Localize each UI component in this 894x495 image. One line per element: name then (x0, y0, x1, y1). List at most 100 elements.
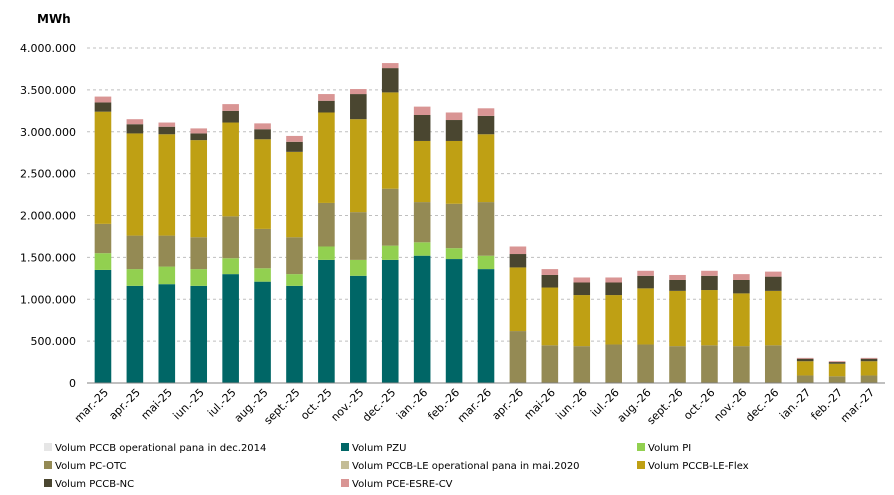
bar-segment (669, 346, 686, 383)
bar-segment (413, 255, 431, 383)
legend: Volum PCCB operational pana in dec.2014 V… (44, 443, 749, 490)
bar-segment (158, 235, 176, 267)
bar-segment (318, 202, 335, 247)
bar-segment (381, 63, 399, 69)
bar-segment (286, 151, 303, 238)
y-tick-label: 3.000.000 (20, 126, 76, 139)
bar-segment (350, 94, 367, 120)
x-tick-label: ian.-27 (777, 386, 813, 422)
bar-segment (222, 104, 239, 111)
bar-segment (190, 237, 208, 270)
bar-segment (381, 259, 399, 383)
x-tick-label: nov.-25 (328, 386, 366, 424)
x-tick-label: iun.-25 (170, 386, 206, 422)
bar-segment (860, 357, 878, 359)
bar-segment (190, 285, 208, 383)
bar-segment (445, 120, 463, 141)
bars-group (94, 63, 878, 383)
bar-segment (94, 223, 112, 254)
bar-segment (126, 269, 144, 286)
bar-segment (733, 346, 750, 383)
legend-label: Volum PCCB-NC (55, 479, 134, 490)
y-axis-unit-label: MWh (37, 12, 71, 26)
bar-segment (669, 274, 686, 280)
bar-segment (126, 119, 144, 125)
bar-segment (286, 274, 303, 286)
legend-swatch (341, 461, 349, 469)
x-tick-label: dec.-25 (360, 386, 398, 424)
bar-segment (254, 281, 271, 383)
bar-segment (733, 274, 750, 280)
y-tick-label: 0 (69, 377, 76, 390)
bar-segment (126, 235, 144, 270)
bar-segment (509, 331, 527, 383)
x-tick-label: oct.-26 (681, 386, 717, 422)
bar-segment (477, 255, 495, 270)
y-tick-label: 1.500.000 (20, 251, 76, 264)
bar-segment (158, 126, 176, 135)
bar-segment (190, 269, 208, 286)
bar-segment (828, 376, 846, 383)
bar-segment (637, 288, 654, 345)
bar-segment (286, 237, 303, 275)
bar-segment (509, 246, 527, 255)
x-tick-label: mar.-25 (72, 386, 111, 425)
bar-segment (541, 274, 559, 288)
x-tick-label: apr.-26 (489, 386, 526, 423)
bar-segment (94, 102, 112, 112)
bar-segment (158, 266, 176, 285)
legend-swatch (341, 443, 349, 451)
bar-segment (509, 254, 527, 268)
bar-segment (573, 277, 591, 283)
bar-segment (318, 259, 335, 383)
bar-segment (413, 140, 431, 203)
bar-segment (222, 110, 239, 123)
bar-segment (381, 245, 399, 260)
legend-swatch (637, 461, 645, 469)
bar-segment (701, 345, 718, 383)
bar-segment (477, 202, 495, 256)
bar-segment (286, 141, 303, 152)
legend-swatch (44, 479, 52, 487)
y-axis: 0 500.000 1.000.000 1.500.000 2.000.000 2.500… (20, 42, 76, 390)
bar-segment (573, 295, 591, 347)
bar-segment (477, 269, 495, 383)
bar-segment (828, 361, 846, 363)
bar-segment (637, 275, 654, 289)
y-tick-label: 3.500.000 (20, 84, 76, 97)
y-tick-label: 1.000.000 (20, 293, 76, 306)
bar-segment (158, 134, 176, 236)
bar-segment (381, 188, 399, 246)
legend-swatch (341, 479, 349, 487)
bar-segment (254, 139, 271, 229)
y-tick-label: 2.000.000 (20, 210, 76, 223)
bar-segment (733, 293, 750, 347)
bar-segment (796, 357, 814, 359)
bar-segment (701, 275, 718, 291)
x-tick-label: mar.-26 (455, 386, 494, 425)
bar-segment (445, 248, 463, 260)
bar-segment (764, 271, 782, 277)
bar-segment (126, 285, 144, 383)
bar-segment (190, 128, 208, 134)
bar-segment (541, 287, 559, 346)
bar-segment (796, 358, 814, 362)
bar-segment (701, 270, 718, 276)
bar-segment (413, 106, 431, 115)
bar-segment (445, 112, 463, 121)
legend-label: Volum PCE-ESRE-CV (352, 479, 453, 490)
bar-segment (477, 134, 495, 203)
bar-segment (828, 362, 846, 364)
bar-segment (796, 361, 814, 376)
bar-segment (605, 282, 622, 296)
x-tick-label: oct.-25 (298, 386, 334, 422)
bar-segment (350, 275, 367, 383)
x-tick-label: mar.-27 (838, 386, 877, 425)
legend-swatch (44, 461, 52, 469)
bar-segment (445, 259, 463, 383)
bar-segment (350, 259, 367, 276)
bar-segment (477, 115, 495, 135)
bar-segment (860, 375, 878, 383)
legend-swatch (44, 443, 52, 451)
